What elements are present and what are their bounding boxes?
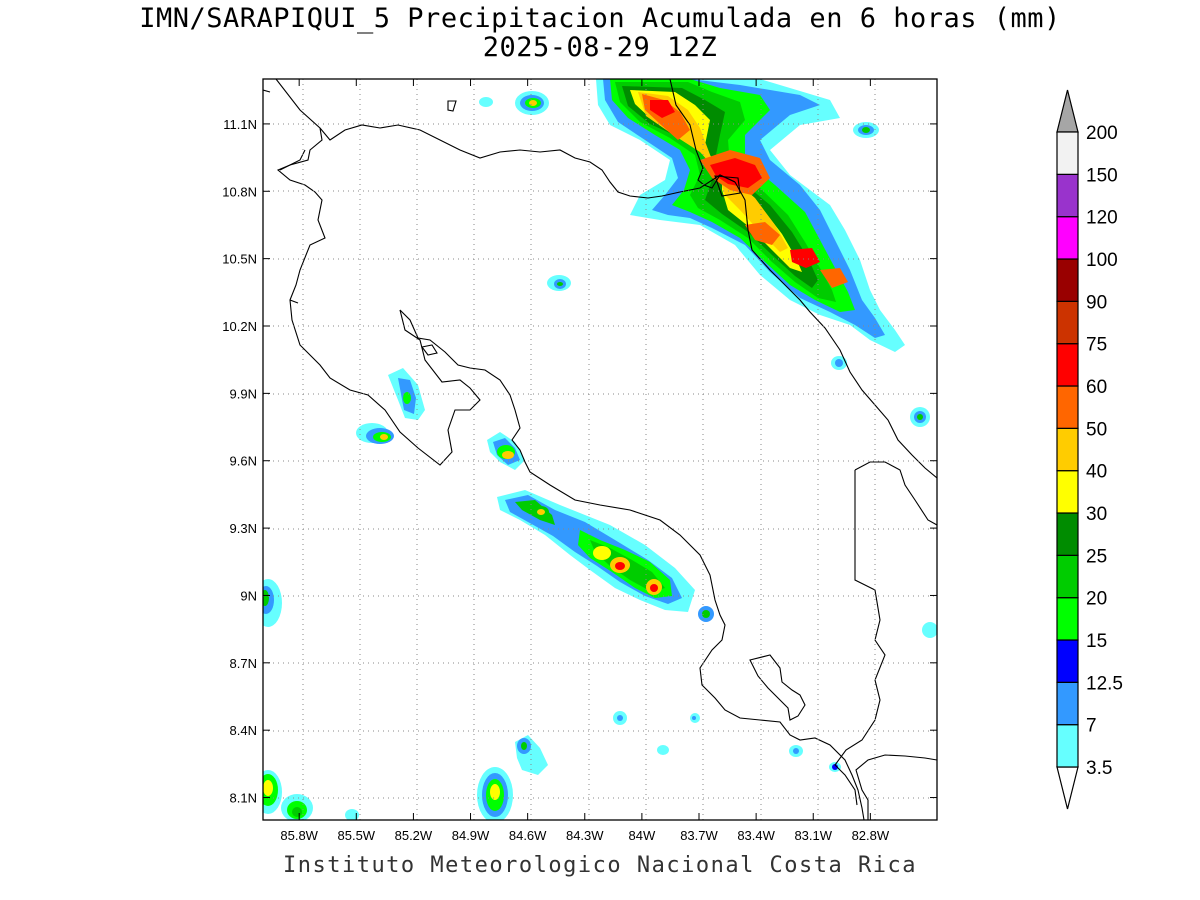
latitude-axis: 11.1N 10.8N 10.5N 10.2N 9.9N 9.6N 9.3N 9N 8.7N 8.… (222, 117, 937, 806)
rain-band-pacific-central (497, 490, 714, 622)
colorbar-level-label: 150 (1086, 165, 1118, 186)
colorbar-level-label: 200 (1086, 123, 1118, 144)
lat-tick-label: 9.3N (230, 521, 257, 536)
colorbar-swatch (1056, 427, 1079, 472)
rain-cells-south (263, 97, 937, 820)
rain-cell-nicoya-north (356, 368, 425, 444)
colorbar-level-label: 120 (1086, 208, 1118, 229)
colorbar-swatch (1056, 470, 1079, 514)
colorbar-level-label: 3.5 (1086, 758, 1112, 779)
colorbar: 3.5 7 12.5 15 20 25 30 40 50 60 75 90 100 120 150 200 (1056, 89, 1123, 810)
graticule (263, 79, 937, 820)
colorbar-level-label: 40 (1086, 462, 1107, 483)
lon-tick-label: 85.5W (338, 828, 376, 843)
rain-cell-ne-upper (853, 122, 879, 138)
colorbar-level-label: 12.5 (1086, 673, 1123, 694)
lat-tick-label: 9N (240, 588, 257, 603)
lat-tick-label: 10.2N (222, 319, 257, 334)
map-area (263, 79, 937, 820)
credit-text: Instituto Meteorologico Nacional Costa R… (282, 853, 918, 878)
colorbar-over-triangle (1056, 89, 1079, 133)
lon-tick-label: 84.6W (509, 828, 547, 843)
colorbar-swatch (1056, 173, 1079, 218)
colorbar-under-triangle (1056, 766, 1079, 810)
colorbar-level-label: 50 (1086, 419, 1107, 440)
colorbar-swatch (1056, 385, 1079, 429)
map-frame (262, 78, 938, 821)
rain-cell-east-small (831, 356, 930, 427)
colorbar-level-label: 100 (1086, 250, 1118, 271)
rain-cell-center-north (547, 275, 571, 291)
colorbar-swatch (1056, 216, 1079, 260)
lat-tick-label: 10.5N (222, 252, 257, 267)
lon-tick-label: 83.7W (680, 828, 718, 843)
rain-cell-upper-left (515, 91, 549, 115)
lat-tick-label: 8.4N (230, 723, 257, 738)
colorbar-level-label: 60 (1086, 377, 1107, 398)
lon-tick-label: 82.8W (852, 828, 890, 843)
lat-tick-label: 8.1N (230, 791, 257, 806)
colorbar-level-label: 7 (1086, 716, 1097, 737)
colorbar-level-label: 15 (1086, 631, 1107, 652)
colorbar-level-label: 20 (1086, 589, 1107, 610)
lon-tick-label: 83.4W (737, 828, 775, 843)
precipitation-field (263, 79, 937, 820)
lat-tick-label: 11.1N (223, 117, 257, 132)
coastline (263, 79, 937, 820)
lon-tick-label: 84.3W (566, 828, 604, 843)
colorbar-swatch (1056, 681, 1079, 726)
rain-cell-gulf (487, 432, 525, 470)
colorbar-level-label: 75 (1086, 335, 1107, 356)
lat-tick-label: 8.7N (230, 656, 257, 671)
colorbar-swatch (1056, 639, 1079, 683)
colorbar-level-label: 30 (1086, 504, 1107, 525)
map-datetime: 2025-08-29 12Z (482, 32, 718, 63)
rain-band-north (596, 79, 905, 352)
lat-tick-label: 9.6N (230, 454, 257, 469)
colorbar-swatch (1056, 554, 1079, 599)
colorbar-swatch (1056, 724, 1079, 768)
lat-tick-label: 10.8N (222, 184, 257, 199)
colorbar-swatch (1056, 512, 1079, 556)
longitude-axis: 85.8W 85.5W 85.2W 84.9W 84.6W 84.3W 84W 83.7W 83… (280, 79, 890, 843)
lon-tick-label: 85.2W (395, 828, 433, 843)
lat-tick-label: 9.9N (230, 386, 257, 401)
colorbar-swatch (1056, 597, 1079, 641)
colorbar-swatch (1056, 300, 1079, 345)
lon-tick-label: 84.9W (452, 828, 490, 843)
colorbar-level-label: 25 (1086, 546, 1107, 567)
colorbar-level-label: 90 (1086, 292, 1107, 313)
lon-tick-label: 84W (629, 828, 656, 843)
colorbar-swatch (1056, 258, 1079, 302)
lon-tick-label: 85.8W (280, 828, 318, 843)
lon-tick-label: 83.1W (794, 828, 832, 843)
colorbar-swatch (1056, 131, 1079, 175)
map-title: IMN/SARAPIQUI_5 Precipitacion Acumulada … (139, 3, 1061, 34)
colorbar-swatch (1056, 343, 1079, 387)
